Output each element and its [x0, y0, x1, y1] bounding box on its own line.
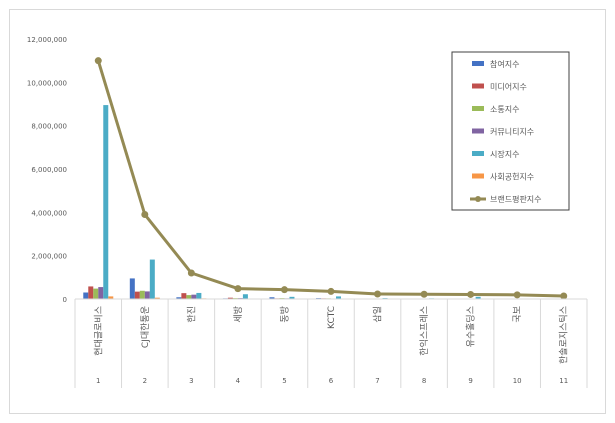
bar-소통지수	[139, 290, 145, 299]
bar-시장지수	[196, 292, 202, 299]
y-tick-label: 8,000,000	[31, 123, 67, 131]
legend-label: 미디어지수	[490, 82, 527, 92]
line-point	[94, 57, 102, 65]
category-name-label: KCTC	[327, 306, 337, 329]
legend-marker	[475, 196, 481, 202]
legend-label: 사회공헌지수	[490, 173, 534, 182]
x-axis: 현대글로비스 CJ대한통운 한진 세방 동방 KCTC 삼일 한익스프레스 유수홀딩스 국보 한솔로…	[74, 298, 588, 388]
bar-커뮤니티지수	[98, 287, 104, 299]
y-tick-label: 6,000,000	[31, 166, 67, 174]
line-layer	[94, 57, 568, 300]
bar-시장지수	[475, 296, 481, 299]
bar-미디어지수	[88, 286, 94, 299]
bar-미디어지수	[134, 291, 140, 299]
y-tick-label: 12,000,000	[27, 36, 67, 44]
line-point	[560, 292, 568, 300]
legend-swatch	[472, 151, 484, 156]
legend-label: 브랜드평판지수	[490, 194, 542, 204]
y-axis: 0 2,000,000 4,000,000 6,000,000 8,000,000 10,…	[27, 36, 67, 304]
brand-reputation-chart: 0 2,000,000 4,000,000 6,000,000 8,000,000 10,…	[27, 36, 588, 388]
bar-참여지수	[83, 292, 89, 299]
bar-소통지수	[93, 288, 99, 299]
y-tick-label: 10,000,000	[27, 79, 67, 87]
bar-커뮤니티지수	[191, 294, 197, 299]
bar-사회공헌지수	[154, 297, 160, 299]
legend-label: 시장지수	[490, 149, 519, 159]
category-name-label: 유수홀딩스	[465, 306, 477, 347]
category-rank-label: 2	[143, 377, 147, 385]
category-rank-label: 3	[189, 377, 193, 385]
bar-시장지수	[336, 296, 341, 299]
category-name-label: 국보	[512, 306, 523, 323]
bar-미디어지수	[181, 293, 187, 299]
line-point	[374, 290, 382, 298]
category-rank-label: 10	[513, 377, 522, 385]
legend-label: 커뮤니티지수	[490, 127, 534, 137]
bar-미디어지수	[227, 297, 233, 299]
category-rank-label: 5	[282, 377, 286, 385]
legend-label: 소통지수	[490, 105, 519, 114]
category-name-label: 현대글로비스	[93, 306, 104, 356]
line-point	[420, 290, 428, 298]
y-tick-label: 4,000,000	[31, 209, 67, 217]
bar-참여지수	[129, 278, 135, 299]
y-tick-label: 0	[63, 296, 67, 304]
line-point	[513, 291, 521, 299]
legend-label: 참여지수	[490, 59, 519, 69]
legend-swatch	[472, 106, 484, 111]
bar-사회공헌지수	[108, 296, 114, 299]
legend-swatch	[472, 61, 484, 66]
category-rank-label: 6	[329, 377, 334, 385]
bar-시장지수	[289, 296, 295, 299]
category-name-label: 한솔로지스틱스	[558, 306, 570, 364]
bar-참여지수	[269, 297, 275, 299]
category-name-label: 삼일	[373, 306, 384, 323]
line-point	[141, 211, 149, 218]
bar-커뮤니티지수	[144, 291, 150, 299]
bar-참여지수	[176, 297, 182, 299]
legend-swatch	[472, 173, 484, 179]
category-rank-label: 9	[468, 377, 472, 385]
line-point	[467, 290, 475, 298]
category-rank-label: 4	[236, 377, 241, 385]
line-point	[327, 287, 335, 295]
line-point	[187, 269, 195, 277]
legend-swatch	[472, 83, 484, 89]
category-rank-label: 1	[96, 377, 100, 385]
category-name-label: 한익스프레스	[418, 306, 430, 356]
category-name-label: CJ대한통운	[140, 306, 151, 348]
bar-시장지수	[242, 294, 248, 299]
category-rank-label: 11	[559, 377, 568, 385]
category-name-label: 세방	[233, 306, 244, 323]
legend-swatch	[472, 128, 484, 134]
category-name-label: 한진	[186, 306, 197, 323]
bar-소통지수	[186, 295, 192, 299]
line-point	[280, 286, 288, 294]
legend-box	[451, 51, 570, 211]
y-tick-label: 2,000,000	[31, 253, 67, 261]
line-point	[234, 285, 242, 293]
category-name-label: 동방	[279, 306, 290, 323]
category-rank-label: 7	[375, 377, 379, 385]
bar-시장지수	[103, 105, 109, 299]
bar-시장지수	[149, 259, 155, 299]
chart-frame: 0 2,000,000 4,000,000 6,000,000 8,000,000 10,…	[9, 9, 606, 414]
category-rank-label: 8	[422, 377, 426, 385]
